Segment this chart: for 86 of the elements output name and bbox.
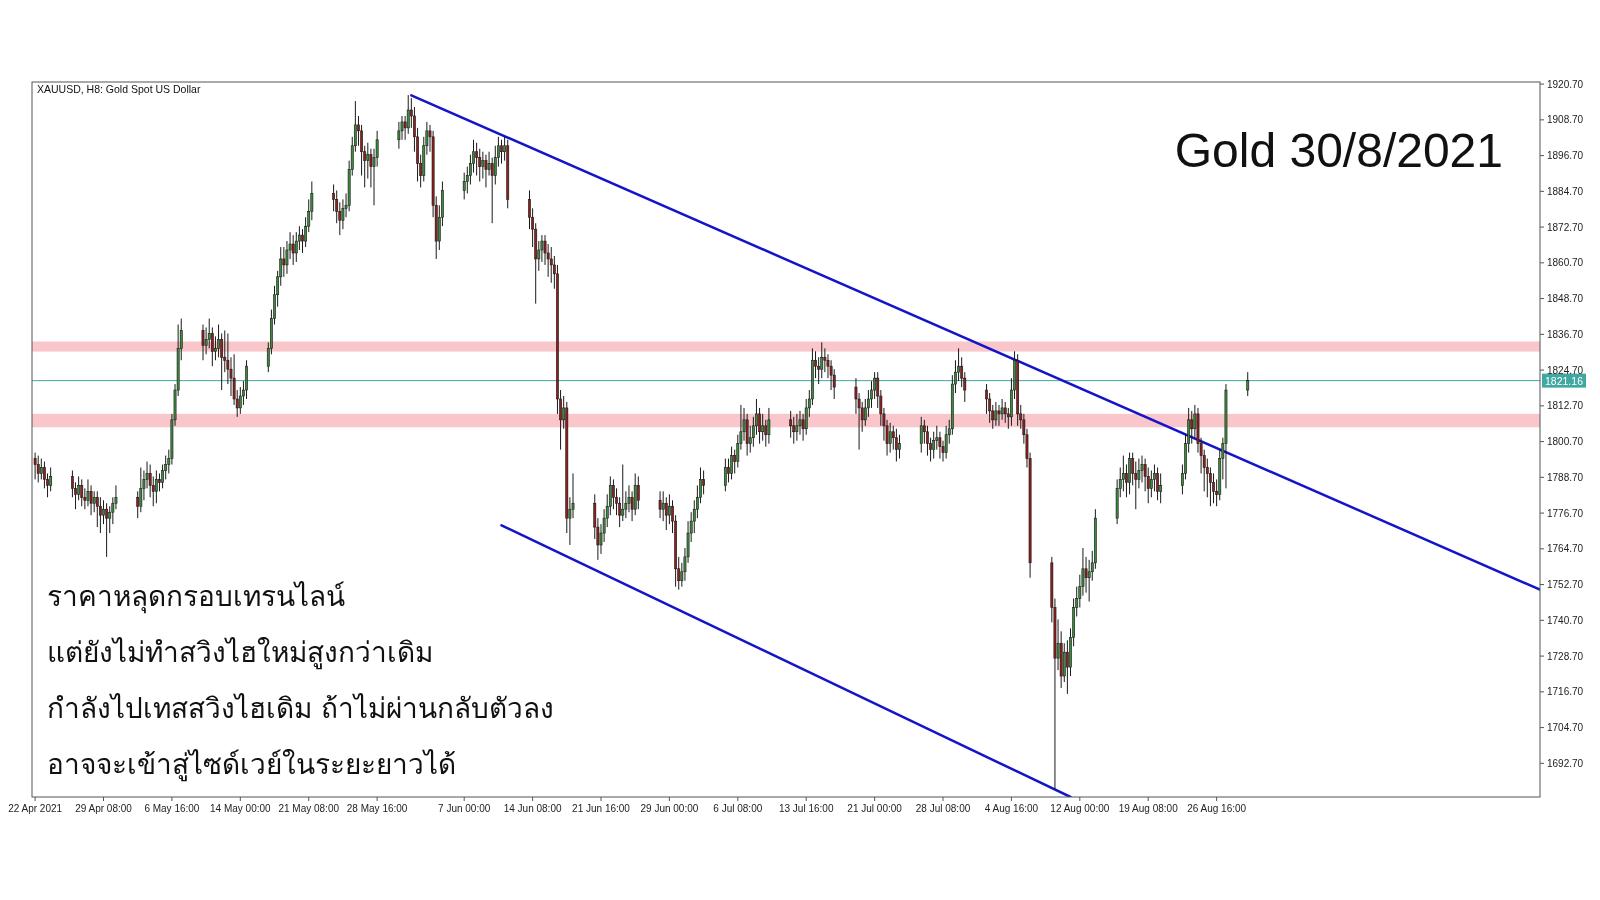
y-tick-label: 1812.70 [1547,400,1584,412]
y-tick-label: 1896.70 [1547,150,1584,162]
y-tick-label: 1788.70 [1547,471,1584,483]
candlestick [366,142,370,180]
candlestick [33,452,37,480]
candlestick [1066,639,1069,695]
y-tick-label: 1752.70 [1547,579,1584,591]
x-tick-label: 12 Aug 00:00 [1050,803,1110,814]
candlestick [1156,467,1159,501]
candlestick [1149,469,1153,498]
y-tick-label: 1908.70 [1547,114,1584,126]
x-tick-label: 19 Aug 08:00 [1118,803,1179,814]
x-tick-label: 21 May 08:00 [278,803,340,814]
x-tick-label: 26 Aug 16:00 [1187,803,1247,814]
x-tick-label: 22 Apr 2021 [8,803,63,814]
y-tick-label: 1704.70 [1547,722,1584,734]
candlestick [919,416,923,454]
y-tick-label: 1764.70 [1547,543,1584,555]
x-tick-label: 4 Aug 16:00 [984,803,1039,814]
candlestick [661,490,665,522]
x-tick-label: 14 Jun 08:00 [503,803,562,814]
candlestick [621,464,625,522]
x-tick-label: 7 Jun 00:00 [438,803,491,814]
y-tick-label: 1824.70 [1547,364,1584,376]
y-tick-label: 1692.70 [1547,757,1584,769]
candlestick [102,499,105,525]
candlestick [301,228,304,254]
annotation: กำลังไปเทสสวิงไฮเดิม ถ้าไม่ผ่านกลับตัวลง [47,692,554,725]
y-tick-label: 1836.70 [1547,328,1584,340]
candlestick [727,458,730,483]
candlestick [658,490,662,519]
candlestick [898,434,901,460]
x-tick-label: 28 Jul 08:00 [915,803,971,814]
x-tick-label: 21 Jul 00:00 [847,803,903,814]
candlestick [636,475,640,510]
x-tick-label: 13 Jul 16:00 [778,803,834,814]
y-tick-label: 1800.70 [1547,436,1584,448]
candlestick [36,455,40,483]
candlestick [201,324,205,361]
y-tick-label: 1860.70 [1547,257,1584,269]
candlestick [1212,472,1215,504]
candlestick [767,407,771,445]
candlestick [730,446,733,480]
ref-line-label: 1821.16 [1545,374,1584,387]
y-tick-label: 1740.70 [1547,614,1584,626]
candlestick [39,458,43,480]
candlestick [994,401,998,427]
y-tick-label: 1872.70 [1547,221,1584,233]
x-tick-label: 6 May 16:00 [144,803,200,814]
x-tick-label: 14 May 00:00 [210,803,272,814]
candlestick [894,428,898,463]
candlestick [702,469,705,495]
candlestick [795,413,799,442]
candlestick [500,139,503,165]
x-tick-label: 29 Apr 08:00 [75,803,133,814]
x-tick-label: 28 May 16:00 [346,803,408,814]
candlestick [668,493,671,525]
candlestick [723,458,727,492]
candlestick [291,234,295,266]
candlestick [888,422,892,454]
annotation: แต่ยังไม่ทำสวิงไฮใหม่สูงกว่าเดิม [47,636,433,670]
candlestick [1190,410,1194,445]
candlestick [481,151,485,180]
candlestick [1159,472,1163,504]
chart-subtitle: XAUUSD, H8: Gold Spot US Dollar [37,83,201,95]
text: Gold 30/8/2021 [1174,124,1503,177]
x-tick-label: 21 Jun 16:00 [572,803,631,814]
y-tick-label: 1716.70 [1547,686,1584,698]
x-tick-label: 6 Jul 08:00 [713,803,763,814]
candlestick [1128,452,1131,495]
candlestick [1246,371,1250,397]
y-tick-label: 1728.70 [1547,650,1584,662]
candlestick [136,490,140,519]
y-tick-label: 1884.70 [1547,185,1584,197]
y-tick-label: 1920.70 [1547,78,1584,90]
candlestick [761,413,765,442]
y-tick-label: 1848.70 [1547,293,1584,305]
x-tick-label: 29 Jun 00:00 [640,803,699,814]
candlestick [80,478,84,507]
annotation: อาจจะเข้าสู่ไซด์เวย์ในระยะยาวได้ [47,748,456,782]
candlestick [105,502,109,558]
candlestick [92,490,96,513]
y-tick-label: 1776.70 [1547,507,1584,519]
candlestick [484,154,488,188]
candlestick [217,324,220,358]
annotation: ราคาหลุดกรอบเทรนไลน์ [47,580,345,614]
